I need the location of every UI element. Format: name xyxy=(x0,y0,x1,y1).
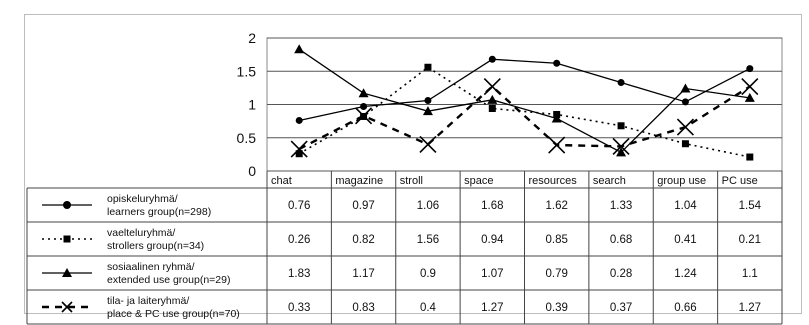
series-name-line2: extended use group(n=29) xyxy=(107,274,230,286)
data-table-cell: 0.9 xyxy=(420,268,436,280)
series-name-line2: place & PC use group(n=70) xyxy=(107,308,240,320)
series-4-point xyxy=(419,135,437,153)
series-3-point xyxy=(358,88,369,98)
x-category-label: PC use xyxy=(722,175,758,187)
x-category-label: magazine xyxy=(335,175,383,187)
legend-marker xyxy=(62,268,72,277)
data-table-cell: 0.82 xyxy=(352,234,374,246)
data-table-cell: 0.4 xyxy=(420,302,437,314)
y-tick-label: 0 xyxy=(248,163,256,179)
series-name-line1: opiskeluryhmä/ xyxy=(107,193,178,205)
series-2-point xyxy=(488,104,496,112)
data-table-cell: 0.39 xyxy=(545,302,567,314)
series-4-point xyxy=(483,77,501,96)
series-3-point xyxy=(487,94,498,104)
data-table-cell: 0.66 xyxy=(674,302,696,314)
series-2-point xyxy=(681,140,689,148)
series-1-point xyxy=(553,59,561,67)
series-name-line2: learners group(n=298) xyxy=(107,206,211,218)
data-table-cell: 1.33 xyxy=(610,200,632,212)
data-table-cell: 0.83 xyxy=(352,302,374,314)
series-4-point xyxy=(548,136,566,154)
series-4-point xyxy=(741,77,759,96)
series-1-point xyxy=(681,98,689,106)
series-4-point xyxy=(676,118,695,136)
data-table-cell: 1.24 xyxy=(674,268,697,280)
series-name-line1: sosiaalinen ryhmä/ xyxy=(107,261,195,273)
x-category-label: space xyxy=(464,175,493,187)
series-1-point xyxy=(746,65,754,73)
y-tick-label: 1.5 xyxy=(237,63,257,79)
series-1-point xyxy=(360,102,368,110)
data-table-cell: 1.27 xyxy=(481,302,503,314)
data-table-cell: 1.07 xyxy=(481,268,503,280)
data-table-cell: 0.76 xyxy=(288,200,310,212)
data-table-cell: 1.17 xyxy=(352,268,374,280)
series-name-line2: strollers group(n=34) xyxy=(107,240,204,252)
series-line-2 xyxy=(298,66,750,158)
series-4-point xyxy=(612,137,630,155)
series-3-point xyxy=(680,83,691,93)
data-table-cell: 0.68 xyxy=(610,234,632,246)
y-tick-label: 2 xyxy=(248,30,256,46)
series-line-3 xyxy=(298,48,750,154)
legend-marker xyxy=(63,201,71,209)
series-3-point xyxy=(616,147,627,157)
data-table-cell: 1.1 xyxy=(742,268,758,280)
data-table-cell: 1.04 xyxy=(674,200,697,212)
data-table-cell: 1.83 xyxy=(288,268,310,280)
data-table-cell: 1.56 xyxy=(417,234,439,246)
series-3-point xyxy=(744,92,755,102)
series-2-point xyxy=(617,122,625,130)
series-name-line1: vaelteluryhmä/ xyxy=(107,227,175,239)
series-2-point xyxy=(746,153,754,161)
chart-frame xyxy=(24,14,802,314)
x-category-label: resources xyxy=(529,175,578,187)
series-1-point xyxy=(295,116,303,124)
series-1-point xyxy=(488,55,496,63)
series-3-point xyxy=(422,106,433,116)
data-table-cell: 1.27 xyxy=(739,302,761,314)
data-table-cell: 0.85 xyxy=(545,234,567,246)
data-table-cell: 0.26 xyxy=(288,234,310,246)
series-2-point xyxy=(295,150,303,158)
y-tick-label: 0.5 xyxy=(237,130,257,146)
series-3-point xyxy=(294,44,305,54)
legend-marker xyxy=(61,301,73,313)
data-table-cell: 0.41 xyxy=(674,234,696,246)
data-table-cell: 1.06 xyxy=(417,200,439,212)
data-table-cell: 0.94 xyxy=(481,234,504,246)
data-table-cell: 0.79 xyxy=(545,268,567,280)
series-3-point xyxy=(551,113,562,123)
data-table-cell: 1.62 xyxy=(545,200,567,212)
series-line-4 xyxy=(298,84,751,151)
data-table-cell: 0.97 xyxy=(352,200,374,212)
data-table-cell: 1.68 xyxy=(481,200,503,212)
data-table-cell: 1.54 xyxy=(739,200,762,212)
data-table-cell: 0.21 xyxy=(739,234,761,246)
series-2-point xyxy=(424,63,432,71)
series-1-point xyxy=(617,79,625,87)
series-4-point xyxy=(354,107,373,125)
data-table-cell: 0.28 xyxy=(610,268,632,280)
series-name-line1: tila- ja laiteryhmä/ xyxy=(107,295,189,307)
data-table-cell: 0.37 xyxy=(610,302,632,314)
x-category-label: group use xyxy=(657,175,706,187)
x-category-label: stroll xyxy=(400,175,423,187)
data-table-cell: 0.33 xyxy=(288,302,310,314)
y-tick-label: 1 xyxy=(248,97,256,113)
series-4-point xyxy=(290,140,308,158)
series-1-point xyxy=(424,97,432,105)
x-category-label: chat xyxy=(271,175,292,187)
legend-marker xyxy=(63,235,71,243)
x-category-label: search xyxy=(593,175,626,187)
